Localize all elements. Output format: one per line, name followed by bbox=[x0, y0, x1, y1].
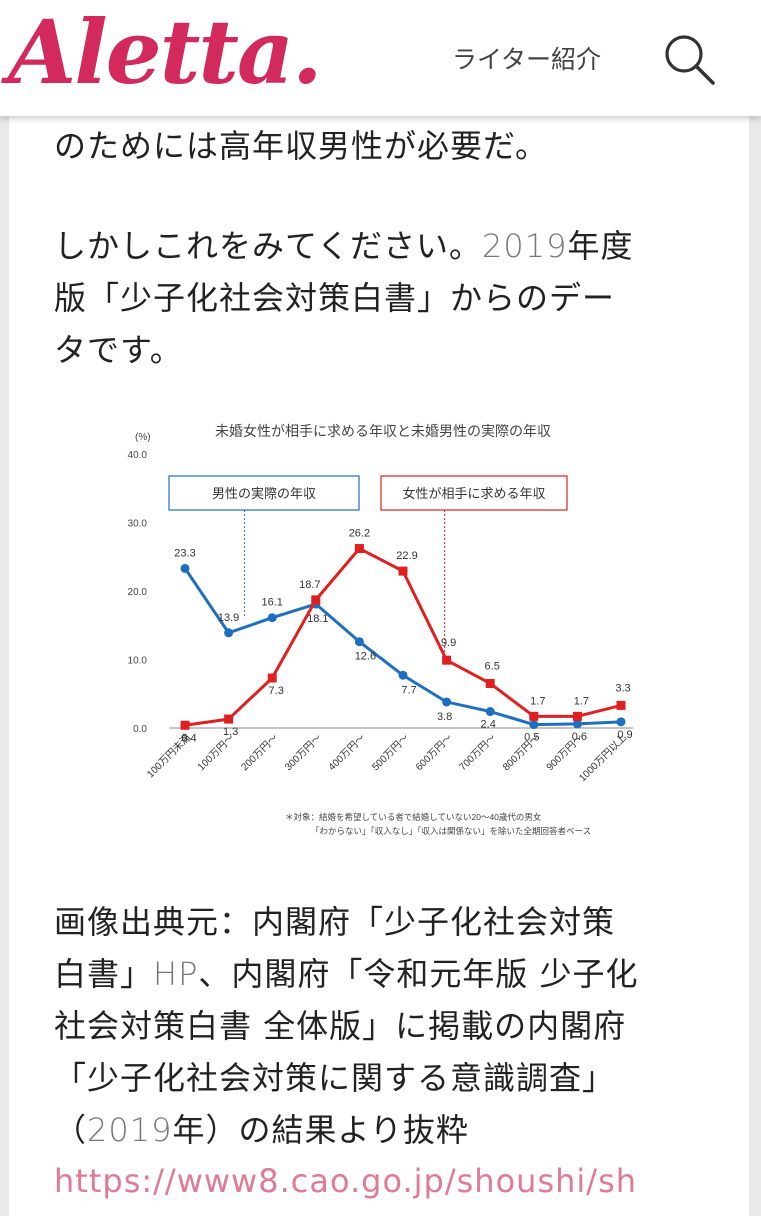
image-source-caption: 画像出典元：内閣府「少子化社会対策 白書」HP、内閣府「令和元年版 少子化 社会対策… bbox=[54, 903, 639, 1149]
data-point-men bbox=[354, 637, 364, 647]
data-point-men bbox=[398, 670, 408, 680]
site-header: Aletta. ライター紹介 bbox=[0, 0, 761, 116]
data-point-women bbox=[442, 655, 452, 665]
income-line-chart: 未婚女性が相手に求める年収と未婚男性の実際の年収 (%) 40.0 30.0 20.0 1… bbox=[128, 423, 633, 836]
data-label-men: 16.1 bbox=[261, 597, 282, 609]
data-point-women bbox=[529, 711, 539, 721]
data-point-women bbox=[267, 673, 277, 683]
data-label-men: 0.9 bbox=[617, 729, 632, 741]
data-label-women: 7.3 bbox=[269, 685, 284, 697]
y-tick-label: 40.0 bbox=[128, 450, 148, 461]
data-label-women: 9.9 bbox=[441, 637, 456, 649]
y-tick-label: 10.0 bbox=[128, 656, 148, 667]
data-point-women bbox=[224, 714, 234, 724]
search-icon bbox=[665, 35, 715, 85]
data-point-men bbox=[442, 697, 452, 707]
legend-label-women: 女性が相手に求める年収 bbox=[402, 486, 545, 501]
data-label-women: 6.5 bbox=[485, 660, 500, 672]
data-point-women bbox=[572, 711, 582, 721]
data-point-women bbox=[398, 566, 408, 576]
legend-box-women bbox=[380, 475, 568, 511]
data-label-women: 1.3 bbox=[223, 726, 238, 738]
data-point-women bbox=[616, 700, 626, 710]
data-label-men: 0.6 bbox=[572, 731, 587, 743]
data-label-men: 23.3 bbox=[174, 547, 195, 559]
y-tick-label: 30.0 bbox=[128, 519, 148, 530]
x-tick-label: 700万円〜 bbox=[458, 732, 499, 773]
x-tick-label: 400万円〜 bbox=[327, 732, 368, 773]
x-tick-label: 500万円〜 bbox=[370, 732, 411, 773]
data-point-men bbox=[224, 628, 234, 638]
legend-label-men: 男性の実際の年収 bbox=[212, 486, 316, 501]
data-label-men: 18.1 bbox=[307, 613, 328, 625]
series-line-men bbox=[183, 567, 622, 727]
data-point-men bbox=[529, 720, 539, 730]
article-paragraph-2: しかしこれをみてください。2019年度 版「少子化社会対策白書」からのデー タです。 bbox=[54, 227, 634, 369]
data-label-women: 22.9 bbox=[396, 550, 417, 562]
data-label-men: 12.6 bbox=[355, 651, 376, 663]
x-tick-label: 100万円〜 bbox=[196, 732, 237, 773]
chart-footnote-1: ＊対象：結婚を希望している者で結婚していない20〜40歳代の男女 bbox=[285, 812, 542, 822]
search-button[interactable] bbox=[660, 30, 720, 90]
source-url-link[interactable]: https://www8.cao.go.jp/shoushi/sh bbox=[54, 1162, 638, 1200]
data-label-men: 0.5 bbox=[524, 732, 539, 744]
writer-intro-link[interactable]: ライター紹介 bbox=[452, 45, 602, 74]
data-label-men: 13.9 bbox=[218, 612, 239, 624]
y-tick-label: 20.0 bbox=[128, 587, 148, 598]
article-paragraph-1: のためには高年収男性が必要だ。 bbox=[54, 127, 549, 165]
y-axis-label: (%) bbox=[135, 432, 151, 443]
x-tick-label: 200万円〜 bbox=[240, 732, 281, 773]
legend-box-men bbox=[168, 475, 360, 511]
data-label-men: 7.7 bbox=[401, 684, 416, 696]
data-point-men bbox=[572, 719, 582, 729]
x-tick-label: 600万円〜 bbox=[414, 732, 455, 773]
article-card bbox=[9, 116, 749, 1216]
data-point-women bbox=[485, 678, 495, 688]
data-point-women bbox=[180, 720, 190, 730]
data-label-men: 2.4 bbox=[481, 719, 496, 731]
site-logo[interactable]: Aletta. bbox=[8, 0, 323, 104]
data-label-women: 26.2 bbox=[349, 528, 370, 540]
data-point-women bbox=[354, 544, 364, 554]
data-point-men bbox=[485, 707, 495, 717]
chart-footnote-2: 「わからない」「収入なし」「収入は関係ない」を除いた全期回答者ベース bbox=[311, 826, 591, 836]
data-point-men bbox=[267, 613, 277, 623]
data-label-men: 3.8 bbox=[437, 711, 452, 723]
x-tick-label: 300万円〜 bbox=[283, 732, 324, 773]
data-label-women: 1.7 bbox=[574, 695, 589, 707]
data-point-men bbox=[180, 563, 190, 573]
data-label-women: 0.4 bbox=[181, 732, 196, 744]
data-label-women: 1.7 bbox=[530, 695, 545, 707]
y-tick-label: 0.0 bbox=[133, 724, 147, 735]
data-label-women: 3.3 bbox=[615, 682, 630, 694]
data-point-men bbox=[616, 717, 626, 727]
data-point-women bbox=[311, 595, 321, 605]
data-label-women: 18.7 bbox=[299, 579, 320, 591]
chart-title: 未婚女性が相手に求める年収と未婚男性の実際の年収 bbox=[215, 423, 551, 439]
